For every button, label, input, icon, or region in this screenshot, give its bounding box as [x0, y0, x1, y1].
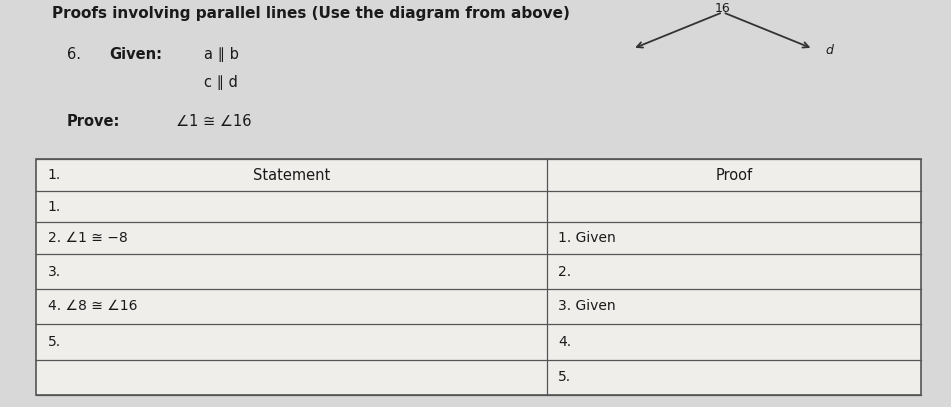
Text: 3.: 3. — [48, 265, 61, 279]
Text: 1.: 1. — [48, 199, 61, 214]
Text: c ∥ d: c ∥ d — [204, 75, 239, 90]
Text: a ∥ b: a ∥ b — [204, 47, 240, 62]
Text: ∠1 ≅ ∠16: ∠1 ≅ ∠16 — [176, 114, 251, 129]
Text: 4.: 4. — [558, 335, 572, 349]
Text: 1. Given: 1. Given — [558, 231, 616, 245]
Text: 2. ∠1 ≅ −8: 2. ∠1 ≅ −8 — [48, 231, 127, 245]
Text: 2.: 2. — [558, 265, 572, 279]
Bar — [36, 159, 921, 395]
Text: d: d — [825, 44, 833, 57]
Text: 3. Given: 3. Given — [558, 299, 616, 313]
Text: Proofs involving parallel lines (Use the diagram from above): Proofs involving parallel lines (Use the… — [52, 6, 571, 21]
Text: Prove:: Prove: — [67, 114, 120, 129]
Text: 1.: 1. — [48, 168, 61, 182]
Text: Proof: Proof — [715, 168, 752, 182]
Text: 5.: 5. — [558, 370, 572, 385]
Text: 6.: 6. — [67, 47, 81, 62]
Text: 16: 16 — [715, 2, 730, 15]
Text: 5.: 5. — [48, 335, 61, 349]
Text: Given:: Given: — [109, 47, 163, 62]
Text: 4. ∠8 ≅ ∠16: 4. ∠8 ≅ ∠16 — [48, 299, 137, 313]
Text: Statement: Statement — [253, 168, 330, 182]
